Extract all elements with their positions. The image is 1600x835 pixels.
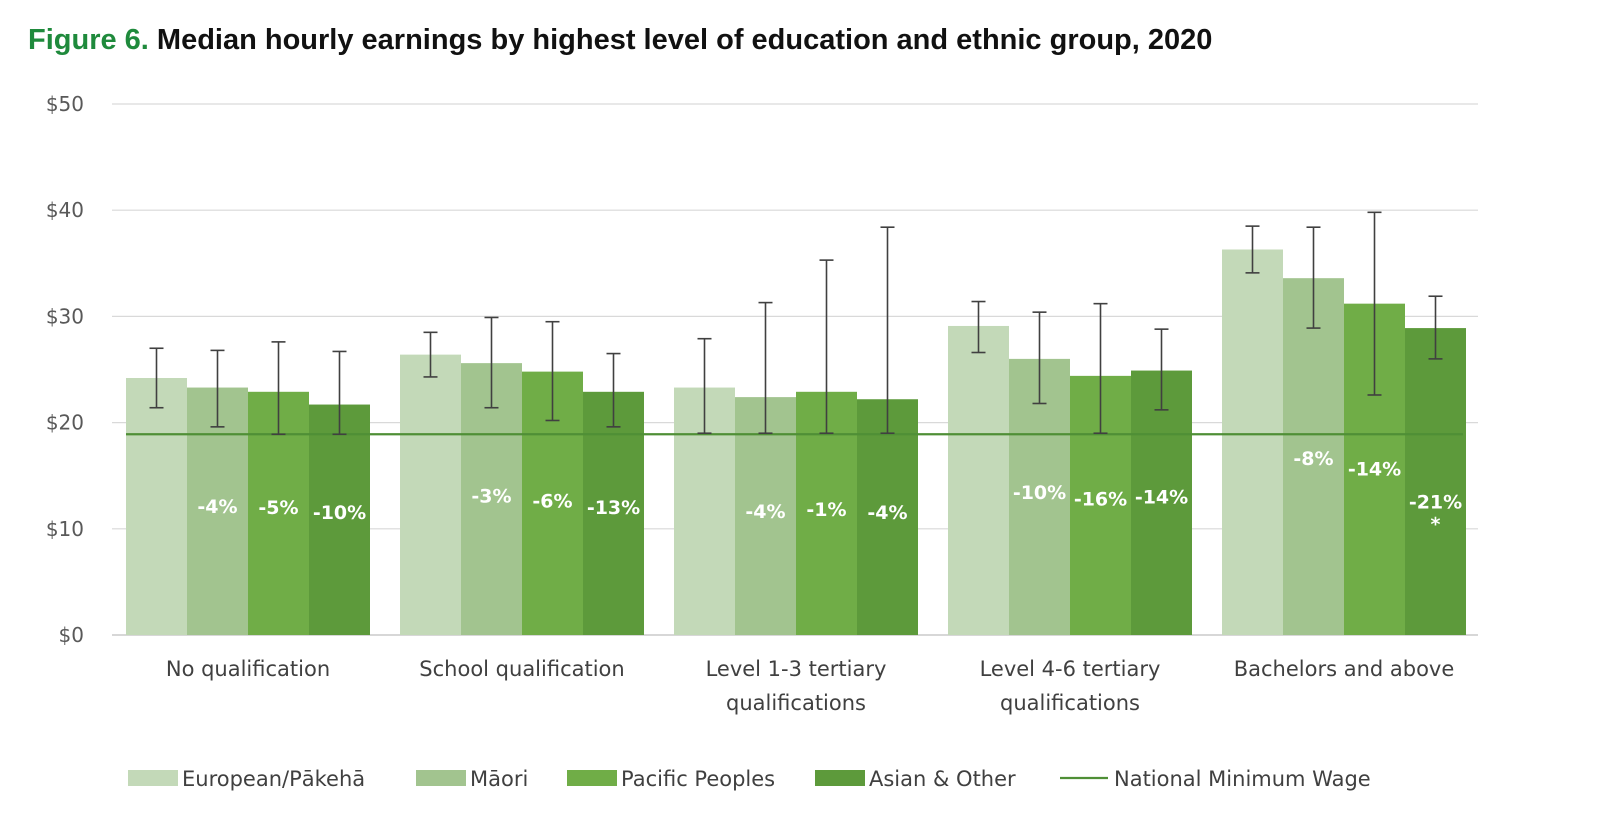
gap-label: -13% xyxy=(587,497,640,519)
category-label: No qualification xyxy=(166,657,330,681)
legend-swatch xyxy=(416,770,466,786)
y-tick-label: $10 xyxy=(46,517,84,541)
bar xyxy=(948,325,1009,635)
figure-label: Figure 6. xyxy=(28,24,149,56)
legend-label: Asian & Other xyxy=(869,767,1016,791)
figure-title-text: Median hourly earnings by highest level … xyxy=(156,24,1213,56)
gap-label: -10% xyxy=(313,502,366,524)
category-label: qualifications xyxy=(726,691,866,715)
legend-swatch xyxy=(128,770,178,786)
gap-label: -14% xyxy=(1348,459,1401,481)
category-label: qualifications xyxy=(1000,691,1140,715)
category-label: Level 1-3 tertiary xyxy=(706,657,887,681)
gap-label: -21% xyxy=(1409,492,1462,514)
bar xyxy=(1283,278,1344,635)
gap-label: -16% xyxy=(1074,488,1127,510)
bar xyxy=(1222,249,1283,635)
category-label: School qualification xyxy=(419,657,624,681)
y-tick-label: $40 xyxy=(46,198,84,222)
bar xyxy=(1131,370,1192,635)
gap-label: -6% xyxy=(532,491,572,513)
y-tick-label: $50 xyxy=(46,92,84,116)
bar xyxy=(126,377,187,635)
legend-label: Māori xyxy=(470,767,528,791)
bar xyxy=(735,397,796,635)
bar xyxy=(583,391,644,635)
legend-label: Pacific Peoples xyxy=(621,767,775,791)
legend-label: European/Pākehā xyxy=(182,767,365,791)
bar xyxy=(309,404,370,635)
bar xyxy=(1009,358,1070,635)
bar xyxy=(187,387,248,635)
gap-label: -4% xyxy=(197,496,237,518)
gap-label: -4% xyxy=(745,501,785,523)
chart-title: Figure 6. Median hourly earnings by high… xyxy=(28,24,1212,57)
category-label: Bachelors and above xyxy=(1234,657,1455,681)
y-tick-label: $20 xyxy=(46,411,84,435)
gap-label: -4% xyxy=(867,502,907,524)
gap-label: -14% xyxy=(1135,486,1188,508)
gap-label: -1% xyxy=(806,499,846,521)
gap-label: -5% xyxy=(258,497,298,519)
gap-label: -3% xyxy=(471,485,511,507)
bar xyxy=(400,354,461,635)
gap-label-note: * xyxy=(1431,514,1441,536)
bar xyxy=(1405,328,1466,635)
legend-swatch xyxy=(567,770,617,786)
bar xyxy=(857,399,918,635)
y-tick-label: $30 xyxy=(46,304,84,328)
gap-label: -10% xyxy=(1013,482,1066,504)
gap-label: -8% xyxy=(1293,448,1333,470)
y-tick-label: $0 xyxy=(59,623,84,647)
category-label: Level 4-6 tertiary xyxy=(980,657,1161,681)
legend-swatch xyxy=(815,770,865,786)
legend-label: National Minimum Wage xyxy=(1114,767,1371,791)
